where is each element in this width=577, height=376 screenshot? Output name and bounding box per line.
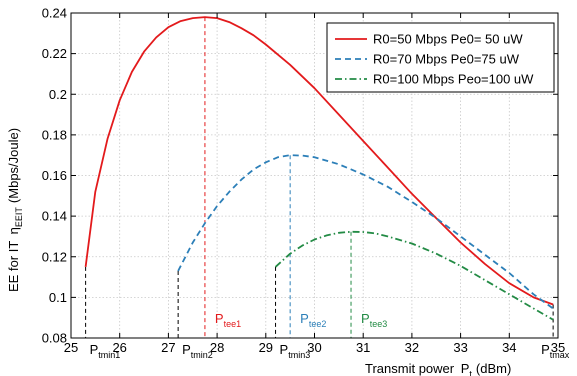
- series-line-2: [177, 154, 554, 310]
- y-tick-label: 0.1: [49, 290, 67, 305]
- marker-label-tee1: Ptee1: [215, 311, 241, 329]
- x-tick-label: 26: [112, 340, 126, 355]
- legend-label-2: R0=70 Mbps Pe0=75 uW: [373, 52, 520, 67]
- y-tick-label: 0.2: [49, 87, 67, 102]
- x-tick-label: 31: [356, 340, 370, 355]
- series-line-1: [84, 16, 554, 306]
- x-tick-label: 28: [210, 340, 224, 355]
- y-tick-label: 0.14: [42, 209, 67, 224]
- y-axis-label: EE for IT ηEEIT(Mbps/Joule): [6, 128, 24, 292]
- x-tick-label: 33: [453, 340, 467, 355]
- marker-labels: Ptmin1 Ptmin2 Ptmin3 Ptmax Ptee1 Ptee2 Ptee3: [90, 311, 570, 360]
- y-tick-label: 0.18: [42, 127, 67, 142]
- marker-label-tmin1: Ptmin1: [90, 342, 121, 360]
- vertical-markers: [85, 17, 554, 338]
- legend-box: [326, 22, 555, 93]
- axis-ticks: 25 26 27 28 29 30 31 32 33 34 35 0.08 0.1 0.12 0.14 0.1…: [42, 6, 566, 356]
- x-tick-label: 32: [405, 340, 419, 355]
- x-tick-label: 30: [307, 340, 321, 355]
- series-lines: [84, 16, 554, 321]
- y-tick-label: 0.22: [42, 46, 67, 61]
- x-axis-label: Transmit power Pt (dBm): [365, 361, 511, 376]
- marker-label-tee3: Ptee3: [361, 311, 387, 329]
- marker-label-tee2: Ptee2: [300, 311, 326, 329]
- x-tick-label: 34: [502, 340, 516, 355]
- x-tick-label: 25: [64, 340, 78, 355]
- x-tick-label: 29: [259, 340, 273, 355]
- y-tick-label: 0.16: [42, 168, 67, 183]
- x-tick-label: 27: [161, 340, 175, 355]
- legend: R0=50 Mbps Pe0= 50 uW R0=70 Mbps Pe0=75 u…: [326, 22, 555, 93]
- marker-label-tmin3: Ptmin3: [280, 342, 311, 360]
- grid-lines: [71, 13, 558, 338]
- x-tick-label: 35: [551, 340, 565, 355]
- marker-label-tmin2: Ptmin2: [182, 342, 213, 360]
- legend-label-3: R0=100 Mbps Peo=100 uW: [373, 72, 534, 87]
- y-tick-label: 0.12: [42, 249, 67, 264]
- legend-label-1: R0=50 Mbps Pe0= 50 uW: [373, 32, 523, 47]
- y-tick-label: 0.24: [42, 6, 67, 21]
- y-tick-label: 0.08: [42, 331, 67, 346]
- marker-label-tmax: Ptmax: [541, 342, 570, 360]
